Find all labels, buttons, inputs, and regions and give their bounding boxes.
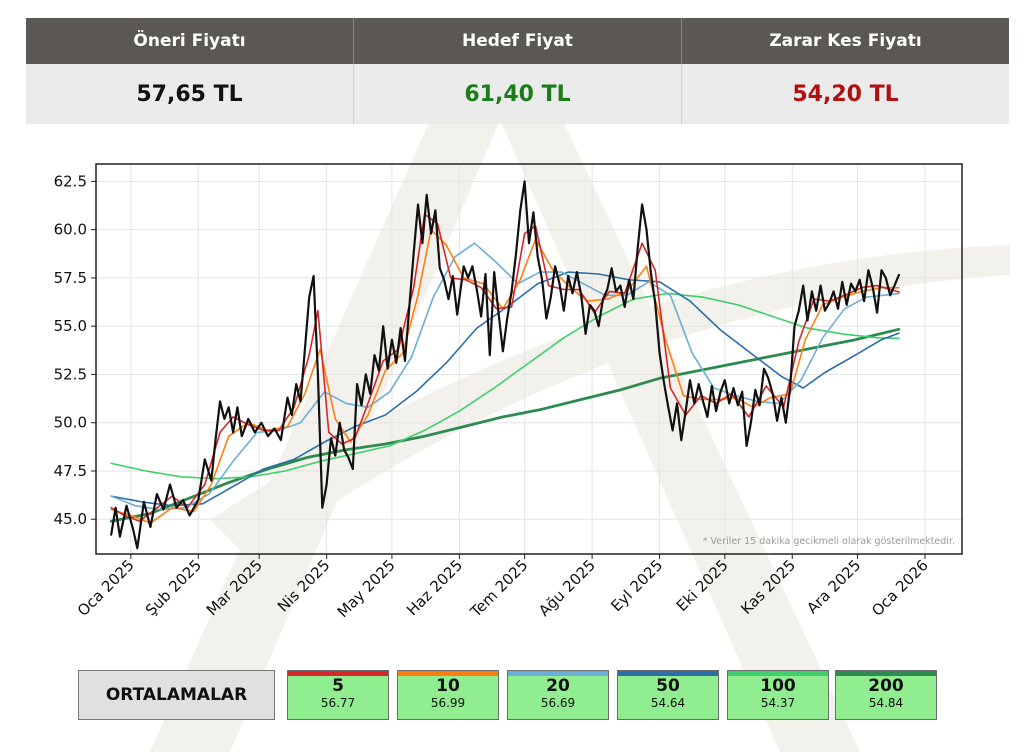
ma-period: 5 <box>332 676 344 696</box>
x-tick-label: Şub 2025 <box>142 556 205 619</box>
series-line-ma10 <box>110 228 900 524</box>
x-tick-label: Haz 2025 <box>403 556 466 619</box>
ma-box-200: 200 54.84 <box>835 670 937 720</box>
series-line-ma200 <box>109 327 901 523</box>
chart-grid <box>96 164 962 554</box>
x-tick-label: Oca 2026 <box>868 556 932 620</box>
x-tick-label: Mar 2025 <box>203 556 266 619</box>
ma-period: 20 <box>546 676 570 696</box>
x-tick-label: Eyl 2025 <box>607 556 666 615</box>
target-price-value: 61,40 TL <box>354 64 682 124</box>
y-axis-ticks: 45.0 47.5 50.0 52.5 55.0 57.5 60.0 62.5 <box>54 172 96 528</box>
ma-value: 56.69 <box>540 696 576 710</box>
plot-frame <box>95 163 963 555</box>
y-tick-label: 57.5 <box>54 269 87 287</box>
y-tick-label: 50.0 <box>54 414 87 432</box>
ma-box-10: 10 56.99 <box>397 670 499 720</box>
ma-color-bar <box>836 671 936 676</box>
target-price-header: Hedef Fiyat <box>354 18 682 64</box>
y-tick-label: 60.0 <box>54 221 87 239</box>
y-tick-label: 47.5 <box>54 462 87 480</box>
series-line-ma5 <box>110 213 900 523</box>
x-tick-label: Nis 2025 <box>274 556 334 616</box>
price-chart: 45.0 47.5 50.0 52.5 55.0 57.5 60.0 62.5 Oca 202… <box>54 163 963 621</box>
x-tick-label: May 2025 <box>334 556 399 621</box>
price-table-header: Öneri Fiyatı Hedef Fiyat Zarar Kes Fiyat… <box>26 18 1009 64</box>
stop-loss-value: 54,20 TL <box>792 81 899 107</box>
x-tick-label: Oca 2025 <box>74 556 138 620</box>
ma-period: 50 <box>656 676 680 696</box>
ma-value: 54.37 <box>760 696 796 710</box>
ma-value: 54.64 <box>650 696 686 710</box>
ma-color-bar <box>398 671 498 676</box>
price-table-values: 57,65 TL 61,40 TL 54,20 TL <box>26 64 1009 124</box>
delay-notice: * Veriler 15 dakika gecikmeli olarak gös… <box>703 536 955 547</box>
ma-box-50: 50 54.64 <box>617 670 719 720</box>
recommended-price-value: 57,65 TL <box>26 64 354 124</box>
ma-period: 100 <box>760 676 796 696</box>
moving-averages-bar: ORTALAMALAR 5 56.77 10 56.99 20 56.69 50… <box>0 670 1024 722</box>
series-line-price <box>110 180 901 550</box>
recommended-price-header: Öneri Fiyatı <box>26 18 354 64</box>
averages-label: ORTALAMALAR <box>78 670 275 720</box>
y-tick-label: 45.0 <box>54 510 87 528</box>
x-tick-label: Ara 2025 <box>803 556 864 617</box>
ma-value: 56.77 <box>320 696 356 710</box>
ma-color-bar <box>618 671 718 676</box>
x-tick-label: Eki 2025 <box>673 556 732 615</box>
stop-loss-header: Zarar Kes Fiyatı <box>769 31 922 51</box>
ma-box-100: 100 54.37 <box>727 670 829 720</box>
ma-box-5: 5 56.77 <box>287 670 389 720</box>
ma-value: 56.99 <box>430 696 466 710</box>
y-tick-label: 62.5 <box>54 172 87 190</box>
price-summary-table: Öneri Fiyatı Hedef Fiyat Zarar Kes Fiyat… <box>26 18 1009 124</box>
y-tick-label: 55.0 <box>54 317 87 335</box>
ma-color-bar <box>508 671 608 676</box>
ma-box-20: 20 56.69 <box>507 670 609 720</box>
series-line-ma50 <box>110 271 900 507</box>
chart-series <box>109 180 901 550</box>
x-tick-label: Ağu 2025 <box>535 556 599 620</box>
ma-period: 10 <box>436 676 460 696</box>
ma-color-bar <box>728 671 828 676</box>
series-line-ma100 <box>110 292 900 480</box>
ma-color-bar <box>288 671 388 676</box>
x-tick-label: Tem 2025 <box>466 556 531 621</box>
ma-period: 200 <box>868 676 904 696</box>
x-tick-label: Kas 2025 <box>737 556 799 618</box>
y-tick-label: 52.5 <box>54 365 87 383</box>
ma-value: 54.84 <box>868 696 904 710</box>
